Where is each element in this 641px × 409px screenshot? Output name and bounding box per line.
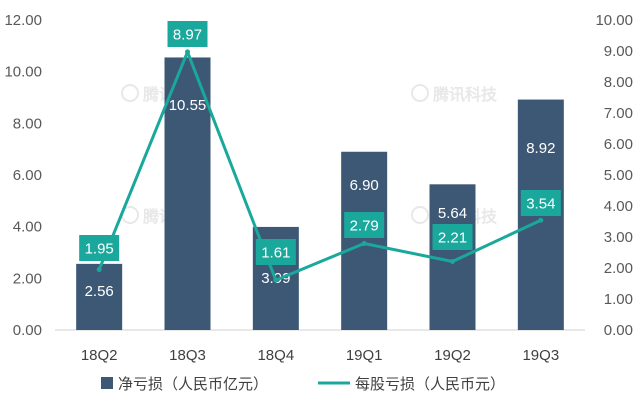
line-point xyxy=(273,277,279,283)
y-right-tick-label: 1.00 xyxy=(604,291,633,308)
line-point xyxy=(361,241,367,247)
line-point xyxy=(185,49,190,55)
bar-data-label: 6.90 xyxy=(350,177,379,194)
y-right-tick-label: 2.00 xyxy=(604,260,633,277)
y-left-tick-label: 6.00 xyxy=(13,167,42,184)
x-tick-label: 18Q2 xyxy=(81,347,118,364)
bar-data-label: 8.92 xyxy=(526,140,555,157)
bar-data-label: 10.55 xyxy=(169,97,207,114)
line-data-label-box xyxy=(344,212,385,238)
line-data-label: 3.54 xyxy=(526,196,555,213)
y-right-tick-label: 10.00 xyxy=(595,12,633,29)
x-tick-label: 19Q1 xyxy=(346,347,383,364)
y-left-tick-label: 8.00 xyxy=(13,115,42,132)
line-data-label: 1.95 xyxy=(85,241,114,258)
bar-data-label: 2.56 xyxy=(85,283,114,300)
y-left-tick-label: 10.00 xyxy=(4,64,42,81)
line-data-label: 2.79 xyxy=(350,218,379,235)
watermark-logo-icon xyxy=(411,84,429,102)
y-left-tick-label: 2.00 xyxy=(13,270,42,287)
line-data-label-box xyxy=(79,235,120,261)
line-point xyxy=(450,258,455,264)
watermark-logo-icon xyxy=(411,206,429,224)
x-tick-label: 18Q3 xyxy=(169,347,206,364)
legend-swatch-net-loss xyxy=(101,377,113,389)
watermark-text: 腾讯科技 xyxy=(433,85,498,104)
y-right-tick-label: 8.00 xyxy=(604,74,633,91)
y-right-tick-label: 6.00 xyxy=(604,136,633,153)
legend-label-eps: 每股亏损（人民币元） xyxy=(355,376,505,393)
line-data-label-box xyxy=(520,190,561,216)
y-right-tick-label: 3.00 xyxy=(604,229,633,246)
y-right-tick-label: 4.00 xyxy=(604,198,633,215)
y-left-tick-label: 4.00 xyxy=(13,219,42,236)
x-tick-label: 19Q3 xyxy=(522,347,559,364)
x-tick-label: 18Q4 xyxy=(257,347,294,364)
bar-net-loss xyxy=(76,263,123,330)
bar-net-loss xyxy=(341,151,388,330)
line-point xyxy=(96,267,102,273)
y-right-tick-label: 9.00 xyxy=(604,43,633,60)
bar-net-loss xyxy=(164,57,211,330)
line-data-label-box xyxy=(255,239,296,265)
line-point xyxy=(538,217,544,223)
legend-label-net-loss: 净亏损（人民币亿元） xyxy=(118,376,268,393)
line-data-label: 1.61 xyxy=(261,245,290,262)
line-data-label-box xyxy=(167,21,208,47)
line-data-label: 8.97 xyxy=(173,27,202,44)
line-data-label-box xyxy=(432,224,473,250)
watermark-logo-icon xyxy=(121,84,139,102)
y-right-tick-label: 0.00 xyxy=(604,322,633,339)
y-right-tick-label: 7.00 xyxy=(604,105,633,122)
x-tick-label: 19Q2 xyxy=(434,347,471,364)
y-left-tick-label: 0.00 xyxy=(13,322,42,339)
line-eps xyxy=(97,50,542,282)
y-right-tick-label: 5.00 xyxy=(604,167,633,184)
bar-data-label: 5.64 xyxy=(438,205,467,222)
y-left-tick-label: 12.00 xyxy=(4,12,42,29)
line-data-label: 2.21 xyxy=(438,230,467,247)
